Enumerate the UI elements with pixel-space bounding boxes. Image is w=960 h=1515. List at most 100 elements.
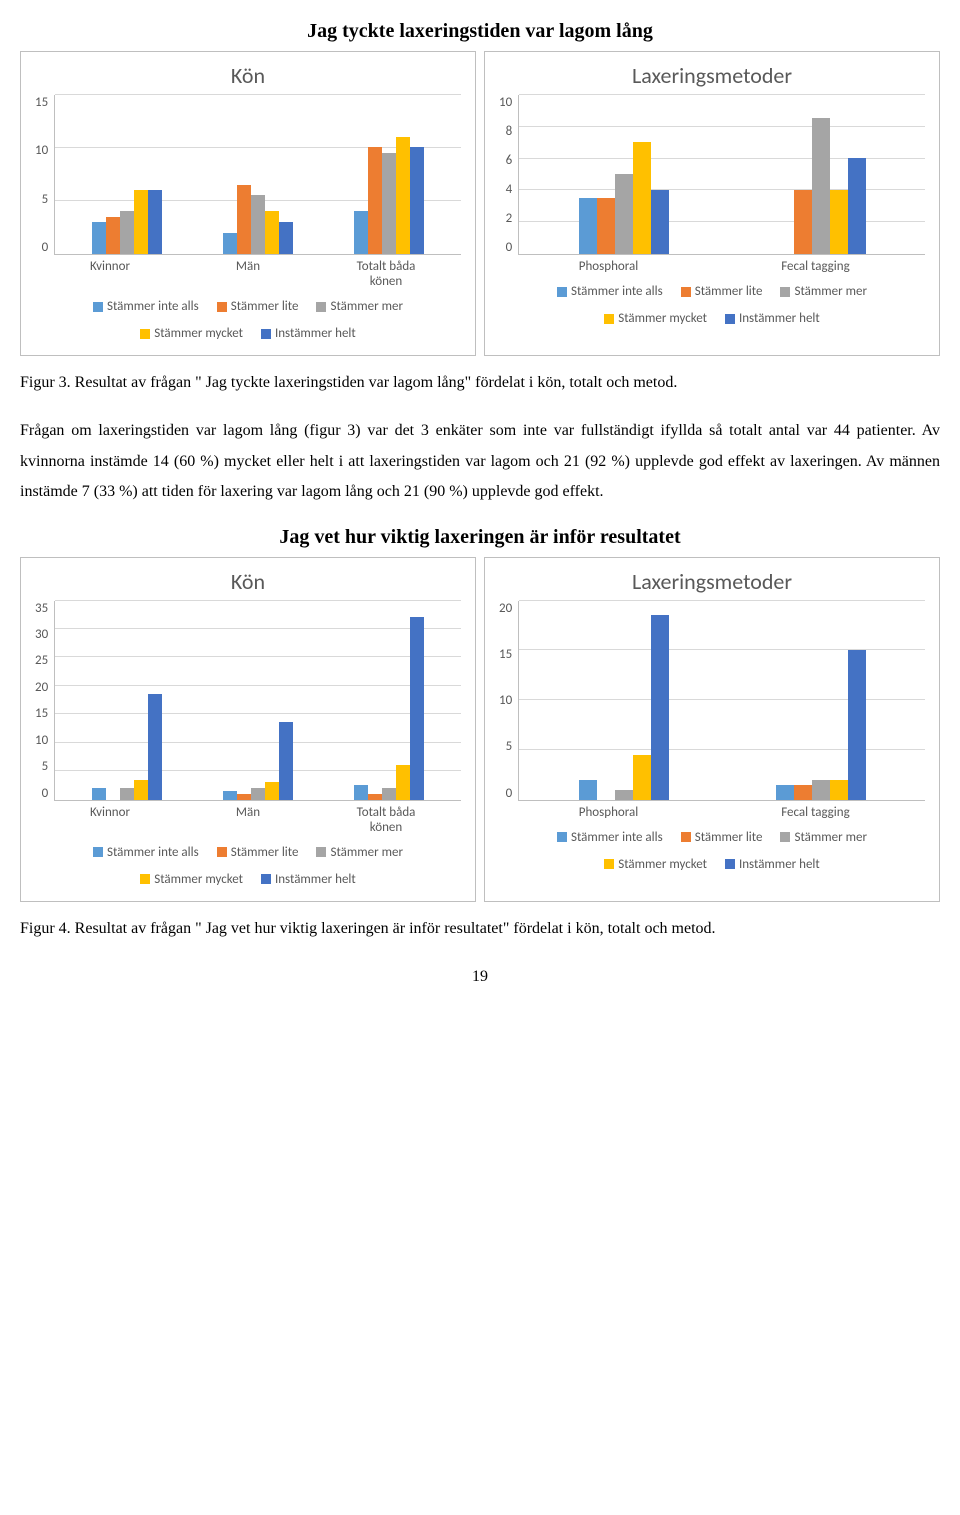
bar xyxy=(651,190,669,254)
bar xyxy=(279,222,293,254)
x-tick-label: Totalt båda könen xyxy=(317,805,455,835)
bar-group xyxy=(223,722,293,799)
bar xyxy=(848,158,866,254)
legend-swatch xyxy=(681,832,691,842)
y-tick-label: 20 xyxy=(499,601,512,616)
bar xyxy=(579,780,597,800)
legend-item: Instämmer helt xyxy=(725,311,820,326)
bar xyxy=(615,790,633,800)
section2-title: Jag vet hur viktig laxeringen är inför r… xyxy=(20,526,940,549)
legend-swatch xyxy=(557,832,567,842)
legend-swatch xyxy=(604,859,614,869)
legend-item: Stämmer mer xyxy=(316,299,403,314)
section1-chart-kon: Kön151050KvinnorMänTotalt båda könenStäm… xyxy=(20,51,476,356)
y-tick-label: 10 xyxy=(499,95,512,110)
bar xyxy=(148,190,162,254)
x-tick-label: Kvinnor xyxy=(41,259,179,289)
legend-label: Stämmer mycket xyxy=(618,311,707,326)
legend: Stämmer inte allsStämmer liteStämmer mer… xyxy=(499,830,925,872)
legend-label: Stämmer inte alls xyxy=(107,845,199,860)
legend-swatch xyxy=(261,329,271,339)
legend-swatch xyxy=(780,287,790,297)
bar xyxy=(597,198,615,254)
legend-swatch xyxy=(140,329,150,339)
bar xyxy=(120,788,134,799)
legend-label: Stämmer lite xyxy=(695,830,763,845)
bar xyxy=(633,142,651,254)
bar xyxy=(148,694,162,800)
legend: Stämmer inte allsStämmer liteStämmer mer… xyxy=(35,845,461,887)
bar xyxy=(812,780,830,800)
bar xyxy=(830,190,848,254)
legend-swatch xyxy=(93,847,103,857)
y-tick-label: 4 xyxy=(506,182,513,197)
y-tick-label: 2 xyxy=(506,211,513,226)
plot-area xyxy=(518,95,925,255)
legend-item: Stämmer mycket xyxy=(140,872,243,887)
legend-label: Stämmer mer xyxy=(794,830,867,845)
x-tick-label: Kvinnor xyxy=(41,805,179,835)
y-axis: 1086420 xyxy=(499,95,518,255)
bar xyxy=(848,650,866,800)
bar xyxy=(382,788,396,799)
x-tick-label: Totalt båda könen xyxy=(317,259,455,289)
y-tick-label: 10 xyxy=(35,143,48,158)
legend-item: Instämmer helt xyxy=(725,857,820,872)
y-tick-label: 5 xyxy=(42,192,49,207)
chart-title: Kön xyxy=(35,568,461,595)
bar-group xyxy=(92,694,162,800)
section1-charts: Kön151050KvinnorMänTotalt båda könenStäm… xyxy=(20,51,940,356)
legend-item: Stämmer mer xyxy=(780,830,867,845)
legend-item: Stämmer mycket xyxy=(604,311,707,326)
x-axis: PhosphoralFecal tagging xyxy=(499,259,925,274)
bar xyxy=(410,147,424,254)
legend-label: Stämmer mycket xyxy=(154,326,243,341)
y-tick-label: 15 xyxy=(35,95,48,110)
legend-item: Stämmer inte alls xyxy=(93,845,199,860)
bar xyxy=(368,147,382,254)
bar xyxy=(265,782,279,799)
bar xyxy=(396,765,410,799)
bar xyxy=(237,794,251,800)
legend-item: Stämmer lite xyxy=(217,845,299,860)
figure4-caption: Figur 4. Resultat av frågan " Jag vet hu… xyxy=(20,914,940,944)
legend-label: Stämmer lite xyxy=(231,845,299,860)
section1-title: Jag tyckte laxeringstiden var lagom lång xyxy=(20,20,940,43)
section2-chart-metoder: Laxeringsmetoder20151050PhosphoralFecal … xyxy=(484,557,940,902)
bar xyxy=(410,617,424,800)
legend-swatch xyxy=(725,314,735,324)
legend-label: Stämmer lite xyxy=(695,284,763,299)
legend: Stämmer inte alls Stämmer lite Stämmer mer… xyxy=(35,299,461,341)
legend-label: Stämmer mer xyxy=(794,284,867,299)
section2-charts: Kön35302520151050KvinnorMänTotalt båda k… xyxy=(20,557,940,902)
legend-label: Stämmer lite xyxy=(231,299,299,314)
page-number: 19 xyxy=(20,968,940,986)
x-tick-label: Fecal tagging xyxy=(712,259,919,274)
y-tick-label: 35 xyxy=(35,601,48,616)
section1-chart-metoder: Laxeringsmetoder1086420PhosphoralFecal t… xyxy=(484,51,940,356)
bar-group xyxy=(579,615,669,800)
bar xyxy=(354,785,368,799)
legend-label: Stämmer inte alls xyxy=(107,299,199,314)
body-paragraph: Frågan om laxeringstiden var lagom lång … xyxy=(20,416,940,507)
bar-group xyxy=(579,142,669,254)
bar-group xyxy=(776,118,866,254)
x-axis: PhosphoralFecal tagging xyxy=(499,805,925,820)
legend-swatch xyxy=(93,302,103,312)
chart-title: Laxeringsmetoder xyxy=(499,62,925,89)
legend-item: Stämmer inte alls xyxy=(93,299,199,314)
bar xyxy=(279,722,293,799)
bar xyxy=(368,794,382,800)
legend-swatch xyxy=(140,874,150,884)
chart-title: Laxeringsmetoder xyxy=(499,568,925,595)
legend-swatch xyxy=(557,287,567,297)
x-tick-label: Män xyxy=(179,805,317,835)
y-tick-label: 6 xyxy=(506,153,513,168)
x-axis: KvinnorMänTotalt båda könen xyxy=(35,259,461,289)
x-tick-label: Fecal tagging xyxy=(712,805,919,820)
legend-label: Stämmer mer xyxy=(330,299,403,314)
legend-label: Stämmer inte alls xyxy=(571,284,663,299)
y-tick-label: 0 xyxy=(506,240,513,255)
bar xyxy=(223,233,237,254)
legend-swatch xyxy=(261,874,271,884)
